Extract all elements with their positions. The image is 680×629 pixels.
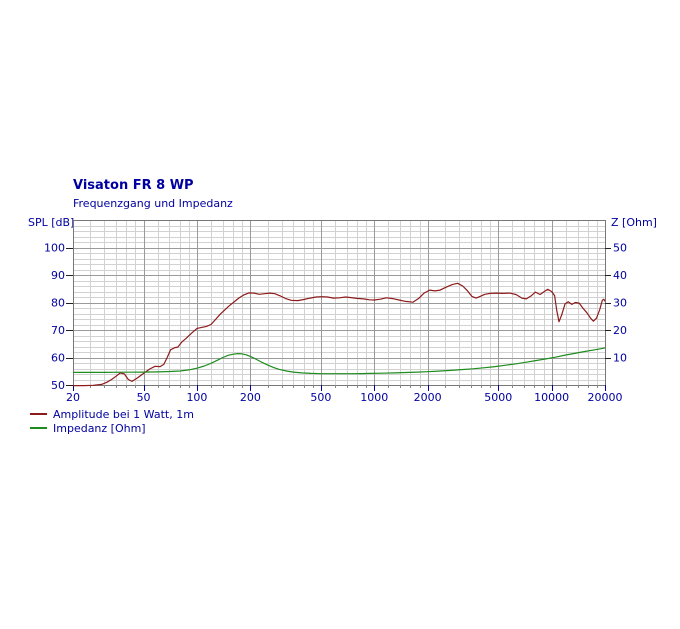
svg-text:10: 10 xyxy=(613,352,627,365)
svg-text:40: 40 xyxy=(613,269,627,282)
legend-item-amplitude: Amplitude bei 1 Watt, 1m xyxy=(30,407,194,421)
impedance-line-swatch xyxy=(30,427,47,429)
svg-text:2000: 2000 xyxy=(414,391,442,404)
svg-text:10000: 10000 xyxy=(534,391,569,404)
svg-text:100: 100 xyxy=(44,242,65,255)
svg-text:30: 30 xyxy=(613,297,627,310)
svg-text:90: 90 xyxy=(51,269,65,282)
svg-text:1000: 1000 xyxy=(360,391,388,404)
legend-label-amplitude: Amplitude bei 1 Watt, 1m xyxy=(53,407,194,421)
svg-text:50: 50 xyxy=(137,391,151,404)
legend-item-impedance: Impedanz [Ohm] xyxy=(30,421,194,435)
svg-text:20: 20 xyxy=(66,391,80,404)
right-axis-title: Z [Ohm] xyxy=(611,216,657,229)
chart-legend: Amplitude bei 1 Watt, 1m Impedanz [Ohm] xyxy=(30,407,194,435)
svg-text:70: 70 xyxy=(51,324,65,337)
svg-text:100: 100 xyxy=(186,391,207,404)
svg-text:20000: 20000 xyxy=(588,391,623,404)
legend-label-impedance: Impedanz [Ohm] xyxy=(53,421,146,435)
svg-text:50: 50 xyxy=(613,242,627,255)
svg-text:60: 60 xyxy=(51,352,65,365)
svg-text:5000: 5000 xyxy=(484,391,512,404)
amplitude-line-swatch xyxy=(30,413,47,415)
svg-text:50: 50 xyxy=(51,379,65,392)
svg-text:80: 80 xyxy=(51,297,65,310)
svg-text:20: 20 xyxy=(613,324,627,337)
chart-title: Visaton FR 8 WP xyxy=(73,178,194,193)
chart-subtitle: Frequenzgang und Impedanz xyxy=(73,197,233,210)
svg-text:200: 200 xyxy=(240,391,261,404)
left-axis-title: SPL [dB] xyxy=(28,216,75,229)
svg-text:500: 500 xyxy=(310,391,331,404)
